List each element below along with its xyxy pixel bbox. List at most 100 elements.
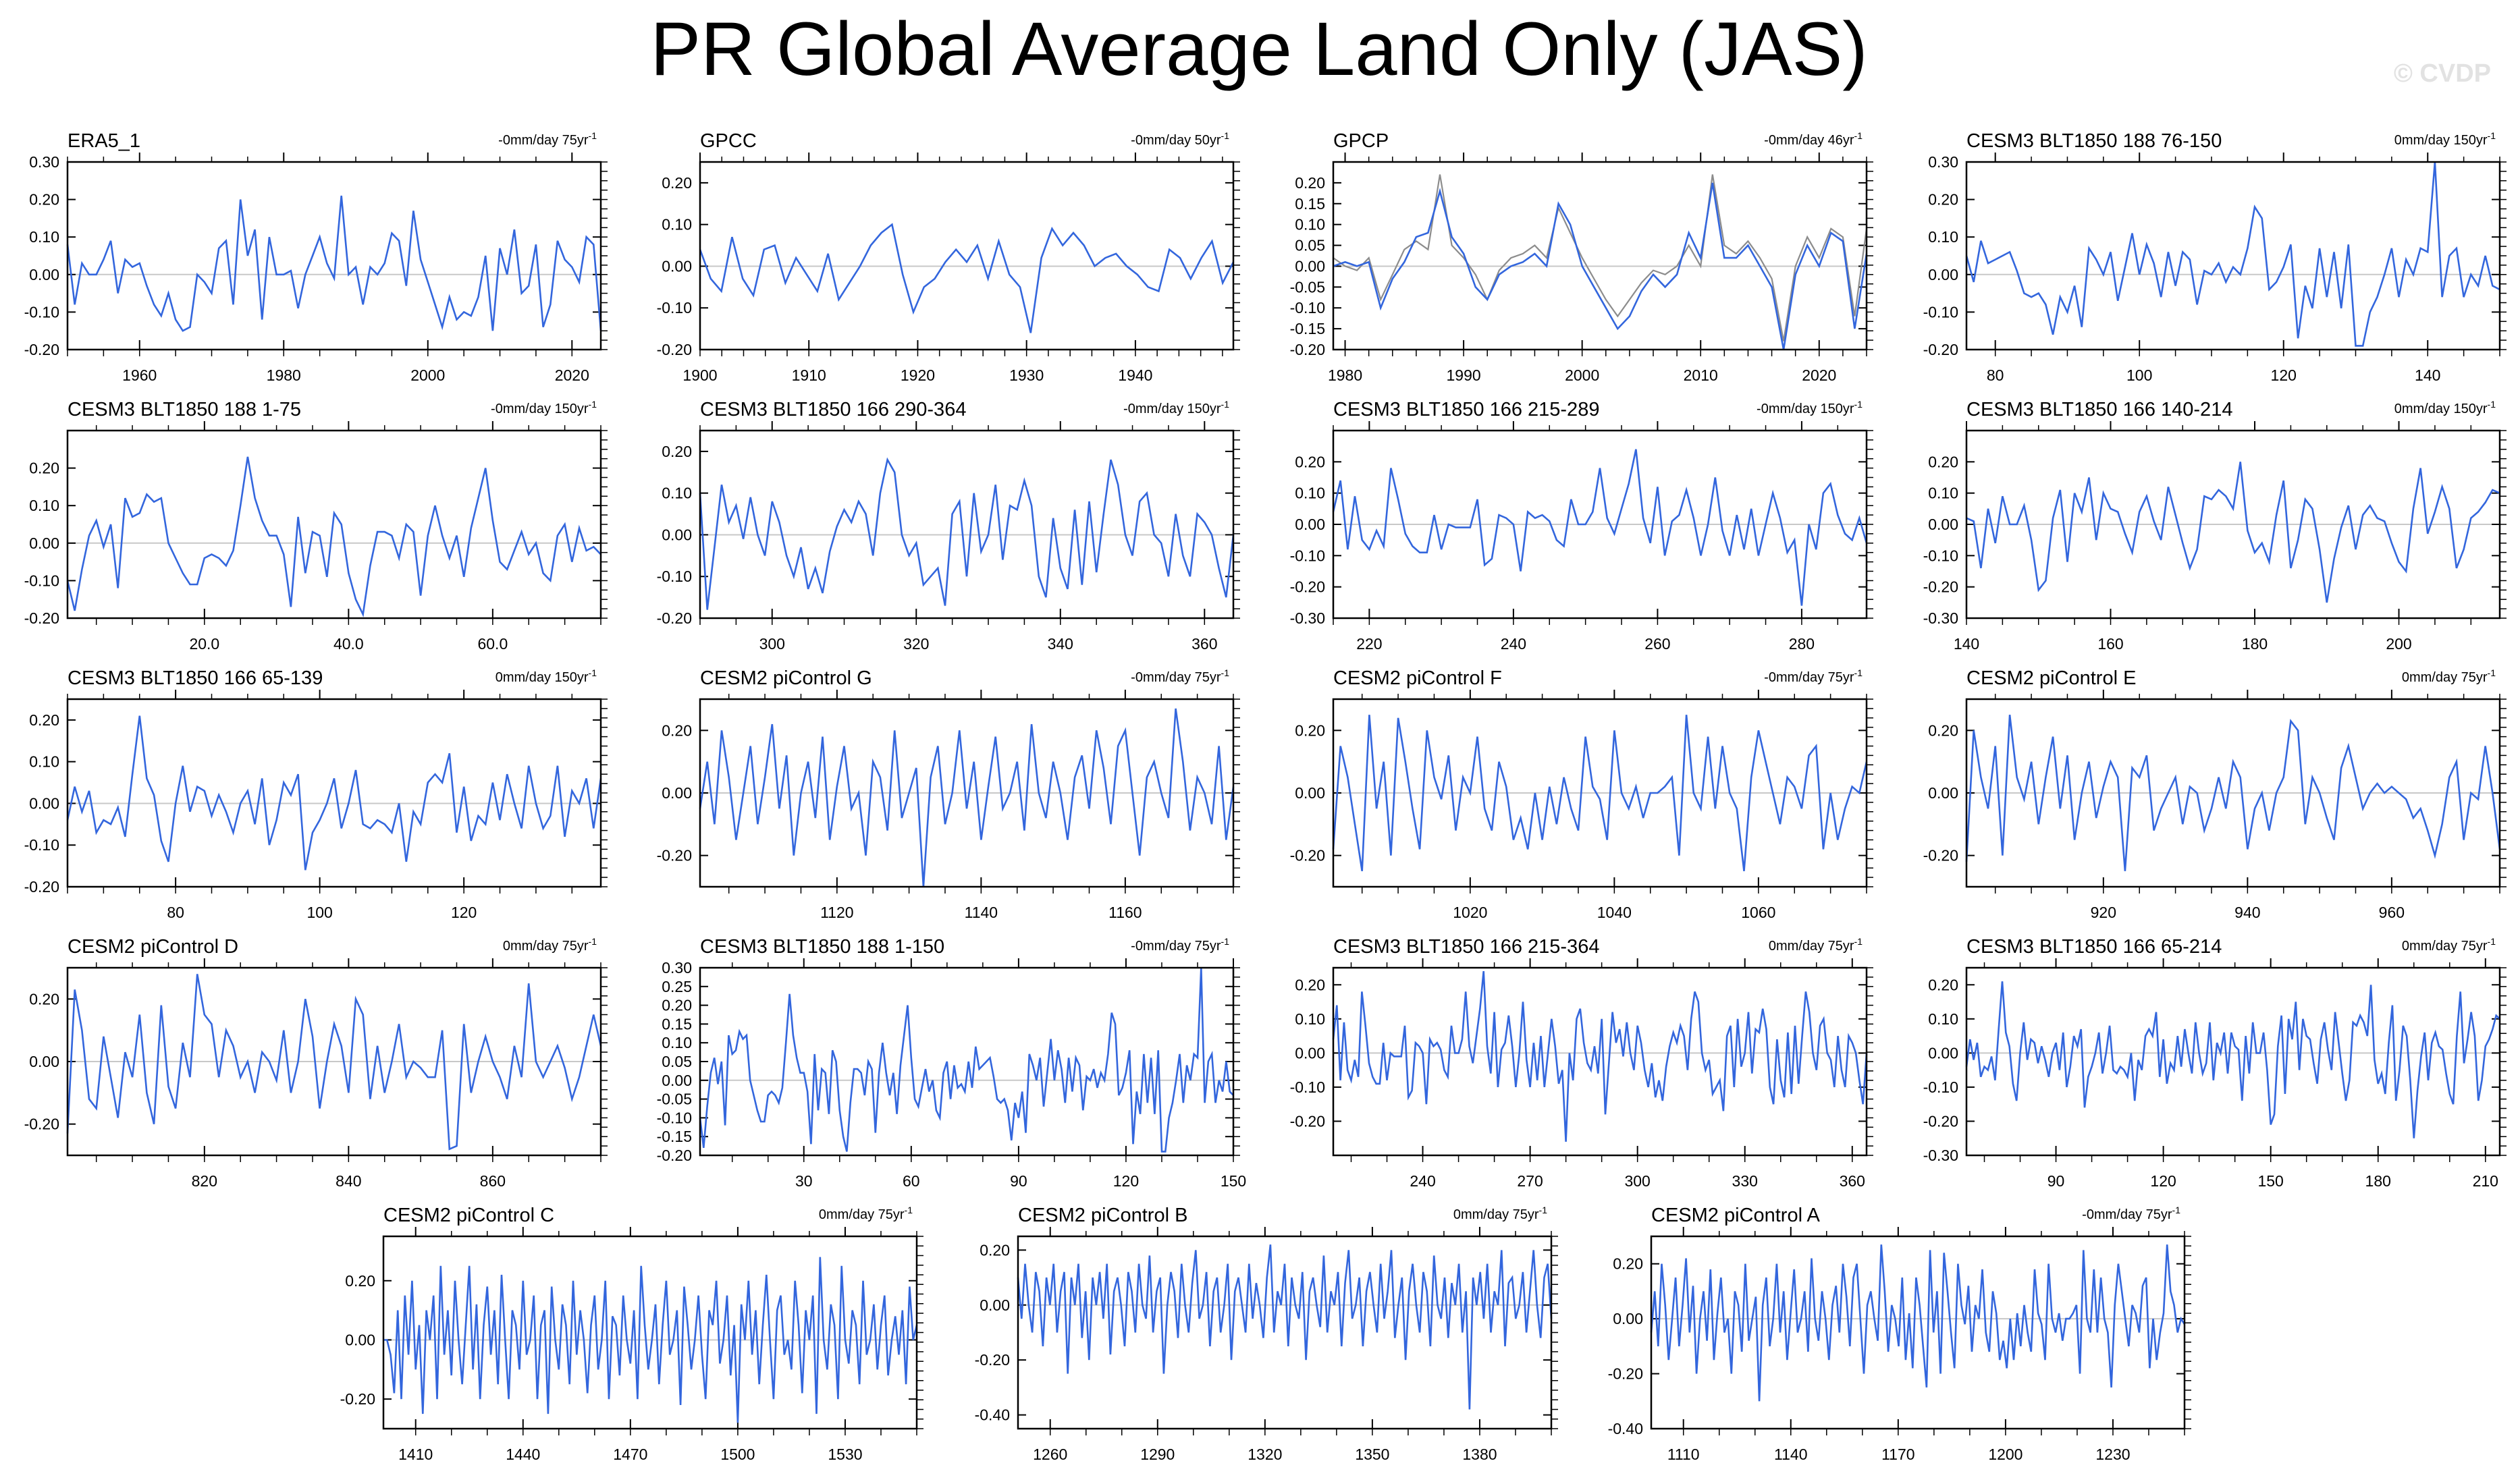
plot-frame	[66, 966, 602, 1157]
panel-title: CESM3 BLT1850 166 215-289	[1333, 399, 1599, 420]
series-line	[699, 967, 1234, 1153]
x-tick-label: 180	[2365, 1172, 2391, 1190]
y-tick-label: -0.30	[1923, 609, 1958, 627]
x-tick-label: 1020	[1453, 904, 1487, 921]
x-tick-label: 1980	[267, 366, 301, 384]
y-tick-label: -0.10	[1923, 303, 1958, 321]
x-tick-label: 320	[903, 635, 929, 653]
y-tick-label: 0.20	[1295, 721, 1325, 739]
y-tick-label: -0.20	[1923, 578, 1958, 596]
chart-panel: CESM3 BLT1850 166 215-364 0mm/day 75yr-1 0…	[1290, 936, 1873, 1190]
x-tick-label: 1500	[720, 1446, 755, 1463]
y-tick-label: 0.05	[1295, 237, 1325, 254]
y-tick-label: 0.00	[1928, 266, 1958, 283]
chart-panel: CESM2 piControl C 0mm/day 75yr-1 0.20 0.00 -…	[340, 1205, 923, 1463]
y-tick-label: 0.00	[1295, 784, 1325, 802]
panel-title: CESM2 piControl E	[1966, 667, 2136, 689]
y-tick-label: 0.00	[29, 534, 59, 552]
x-tick-label: 1110	[1667, 1446, 1700, 1463]
y-tick-label: -0.20	[657, 847, 692, 864]
plot-frame	[1965, 161, 2501, 351]
x-tick-label: 150	[1221, 1172, 1246, 1190]
y-tick-label: 0.20	[1928, 191, 1958, 209]
y-tick-label: -0.10	[24, 303, 59, 321]
y-tick-label: -0.15	[1290, 320, 1325, 337]
chart-panel: GPCC -0mm/day 50yr-1 0.20 0.10 0.00 -0.10 -0.2…	[657, 130, 1240, 384]
x-tick-label: 340	[1048, 635, 1073, 653]
x-tick-label: 1380	[1462, 1446, 1497, 1463]
plot-frame	[1965, 698, 2501, 888]
panel-title: CESM3 BLT1850 166 65-139	[68, 667, 323, 689]
x-tick-label: 1290	[1140, 1446, 1175, 1463]
x-tick-label: 360	[1191, 635, 1217, 653]
chart-panel: CESM2 piControl F -0mm/day 75yr-1 0.20 0.00…	[1290, 667, 1873, 921]
series-line	[1332, 449, 1868, 606]
plot-frame	[382, 1235, 918, 1430]
y-tick-label: 0.10	[1295, 216, 1325, 233]
y-tick-label: -0.20	[1608, 1365, 1643, 1383]
panel-title: CESM3 BLT1850 188 1-75	[68, 399, 301, 420]
x-tick-label: 1140	[965, 904, 998, 921]
y-tick-label: 0.10	[29, 228, 59, 246]
y-tick-label: 0.00	[29, 266, 59, 283]
y-tick-label: 0.10	[1928, 485, 1958, 502]
panel-title: CESM2 piControl G	[700, 667, 872, 689]
panel-title: CESM2 piControl C	[383, 1205, 554, 1226]
panel-title: CESM3 BLT1850 166 215-364	[1333, 936, 1599, 958]
x-tick-label: 1940	[1118, 366, 1152, 384]
y-tick-label: 0.20	[29, 191, 59, 209]
trend-label: 0mm/day 75yr-1	[1453, 1205, 1547, 1222]
y-tick-label: 0.00	[1295, 257, 1325, 275]
chart-panel: CESM2 piControl A -0mm/day 75yr-1 0.20 0.00…	[1608, 1205, 2191, 1463]
y-tick-label: -0.20	[657, 609, 692, 627]
x-tick-label: 2000	[1565, 366, 1599, 384]
plot-frame	[1332, 429, 1868, 620]
x-tick-label: 1260	[1033, 1446, 1067, 1463]
y-tick-label: -0.05	[657, 1091, 692, 1108]
plot-frame	[66, 429, 602, 620]
x-tick-label: 840	[336, 1172, 361, 1190]
x-tick-label: 1320	[1248, 1446, 1282, 1463]
y-tick-label: 0.20	[662, 997, 692, 1014]
y-tick-label: -0.20	[24, 341, 59, 358]
trend-label: 0mm/day 150yr-1	[2394, 399, 2496, 416]
x-tick-label: 300	[759, 635, 785, 653]
x-tick-label: 60.0	[477, 635, 508, 653]
y-tick-label: 0.30	[29, 153, 59, 171]
panel-title: ERA5_1	[68, 130, 140, 152]
y-tick-label: -0.10	[1290, 547, 1325, 564]
series-line	[66, 456, 601, 617]
y-tick-label: -0.15	[657, 1128, 692, 1145]
trend-label: -0mm/day 150yr-1	[491, 399, 597, 416]
y-tick-label: 0.20	[1613, 1255, 1643, 1273]
chart-panel: CESM3 BLT1850 166 65-214 0mm/day 75yr-1 0.…	[1923, 936, 2507, 1190]
trend-label: -0mm/day 75yr-1	[2082, 1205, 2180, 1222]
panel-title: CESM2 piControl D	[68, 936, 238, 958]
y-tick-label: -0.20	[975, 1351, 1010, 1369]
chart-panel: CESM3 BLT1850 166 65-139 0mm/day 150yr-1 0…	[24, 667, 608, 921]
x-tick-label: 80	[167, 904, 184, 921]
y-tick-label: 0.20	[29, 711, 59, 729]
x-tick-label: 820	[192, 1172, 217, 1190]
chart-panel: GPCP -0mm/day 46yr-1 0.20 0.15 0.10 0.05 0.00 -…	[1290, 130, 1873, 384]
x-tick-label: 1060	[1741, 904, 1775, 921]
y-tick-label: -0.40	[1608, 1420, 1643, 1437]
plot-frame	[1332, 698, 1868, 888]
series-line	[383, 1257, 918, 1423]
y-tick-label: 0.10	[662, 216, 692, 233]
chart-panel: CESM3 BLT1850 188 76-150 0mm/day 150yr-1 0…	[1923, 130, 2507, 384]
series-line	[66, 715, 602, 871]
y-tick-label: -0.10	[1923, 1078, 1958, 1096]
panel-title: GPCC	[700, 130, 757, 152]
x-tick-label: 1440	[506, 1446, 540, 1463]
y-tick-label: -0.20	[1290, 578, 1325, 596]
y-tick-label: 0.30	[662, 959, 692, 977]
y-tick-label: 0.00	[662, 526, 692, 543]
y-tick-label: -0.10	[1290, 299, 1325, 317]
obs-overlay-line	[1333, 174, 1868, 341]
plot-frame	[66, 161, 602, 351]
x-tick-label: 180	[2242, 635, 2268, 653]
x-tick-label: 1930	[1009, 366, 1044, 384]
x-tick-label: 240	[1410, 1172, 1435, 1190]
